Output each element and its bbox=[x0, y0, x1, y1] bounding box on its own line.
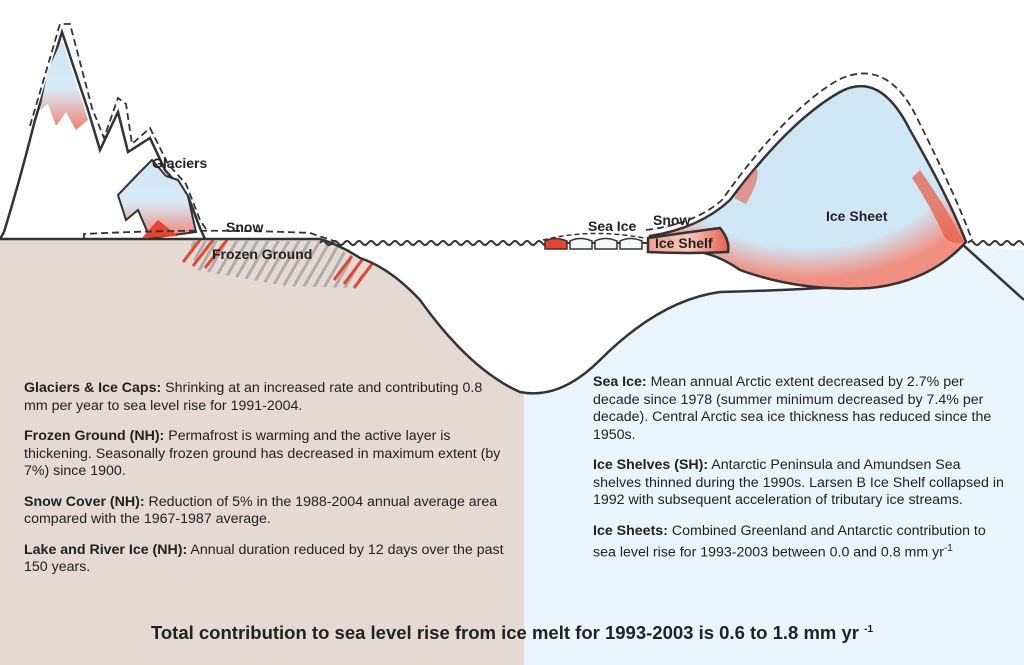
paragraph-title: Frozen Ground (NH): bbox=[24, 428, 165, 444]
left-panel-paragraph: Lake and River Ice (NH): Annual duration… bbox=[24, 542, 506, 577]
paragraph-title: Lake and River Ice (NH): bbox=[24, 541, 188, 558]
ice-sheet-melt-left bbox=[734, 168, 758, 204]
left-panel-paragraph: Glaciers & Ice Caps: Shrinking at an inc… bbox=[24, 380, 506, 415]
sea-ice-floes bbox=[542, 232, 645, 250]
sea-ice-floe bbox=[619, 237, 643, 250]
left-panel-paragraph: Snow Cover (NH): Reduction of 5% in the … bbox=[24, 494, 506, 529]
sea-ice-floe bbox=[594, 237, 618, 250]
frozen-ground-melt-edge bbox=[181, 239, 374, 289]
label-snow-sheet: Snow bbox=[653, 212, 690, 228]
paragraph-text: Annual duration reduced by 12 days over … bbox=[24, 541, 504, 576]
ocean-text-panel: Sea Ice: Mean annual Arctic extent decre… bbox=[593, 374, 1011, 575]
footer-text: Total contribution to sea level rise fro… bbox=[150, 622, 859, 643]
sea-ice-floe bbox=[569, 237, 593, 250]
ice-sheet-melt-right bbox=[912, 170, 964, 243]
paragraph-text: Antarctic Peninsula and Amundsen Sea she… bbox=[593, 457, 1004, 508]
ice-shelf bbox=[646, 226, 730, 255]
total-contribution-footer: Total contribution to sea level rise fro… bbox=[0, 622, 1024, 644]
sea-ice-former-extent bbox=[542, 232, 645, 241]
paragraph-title: Glaciers & Ice Caps: bbox=[24, 380, 162, 396]
land-surface-fill bbox=[0, 239, 524, 665]
sea-surface-wave bbox=[319, 240, 1024, 246]
snow-former-extent bbox=[83, 229, 341, 244]
label-ice-shelf: Ice Shelf bbox=[655, 235, 713, 251]
paragraph-sup: -1 bbox=[943, 543, 953, 554]
label-snow-land: Snow bbox=[226, 219, 263, 235]
paragraph-text: Permafrost is warming and the active lay… bbox=[24, 428, 501, 479]
paragraph-title: Sea Ice: bbox=[593, 374, 647, 390]
right-panel-paragraph: Ice Shelves (SH): Antarctic Peninsula an… bbox=[593, 457, 1011, 510]
ice-sheet-former-extent bbox=[645, 72, 973, 241]
footer-sup: -1 bbox=[864, 623, 874, 635]
left-panel-paragraph: Frozen Ground (NH): Permafrost is warmin… bbox=[24, 428, 506, 481]
glacier-peak-ice bbox=[40, 40, 88, 130]
label-glaciers: Glaciers bbox=[152, 155, 207, 171]
glacier-tongue bbox=[142, 220, 178, 238]
paragraph-text: Combined Greenland and Antarctic contrib… bbox=[593, 522, 986, 561]
paragraph-title: Ice Shelves (SH): bbox=[593, 457, 709, 473]
right-panel-paragraph: Sea Ice: Mean annual Arctic extent decre… bbox=[593, 374, 1011, 444]
frozen-ground-hatch bbox=[190, 241, 368, 288]
paragraph-text: Shrinking at an increased rate and contr… bbox=[24, 380, 483, 414]
sea-ice-floe bbox=[544, 237, 568, 250]
label-frozen-ground: Frozen Ground bbox=[212, 246, 312, 262]
land-text-panel: Glaciers & Ice Caps: Shrinking at an inc… bbox=[24, 380, 506, 590]
label-ice-sheet: Ice Sheet bbox=[826, 208, 888, 224]
paragraph-text: Reduction of 5% in the 1988-2004 annual … bbox=[24, 493, 498, 528]
paragraph-title: Ice Sheets: bbox=[593, 522, 668, 539]
paragraph-title: Snow Cover (NH): bbox=[24, 493, 145, 510]
label-sea-ice: Sea Ice bbox=[588, 218, 636, 234]
right-panel-paragraph: Ice Sheets: Combined Greenland and Antar… bbox=[593, 523, 1011, 563]
ice-sheet-body bbox=[648, 84, 968, 290]
glacier-valley-ice bbox=[116, 158, 198, 240]
glacier-former-extent bbox=[29, 23, 209, 233]
paragraph-text: Mean annual Arctic extent decreased by 2… bbox=[593, 374, 992, 443]
